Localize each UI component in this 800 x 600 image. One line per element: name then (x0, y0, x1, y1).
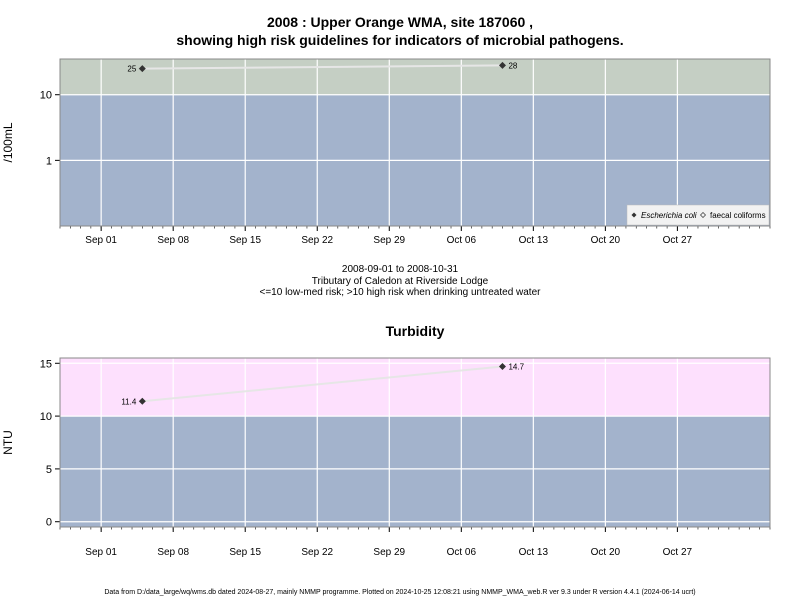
site-caption: Tributary of Caledon at Riverside Lodge (311, 276, 489, 287)
turbidity-series-line (142, 365, 503, 403)
turbidity-plot-frame (59, 357, 771, 528)
turbidity-y-axis-label: NTU (1, 430, 15, 455)
turbidity-x-tick-label: Oct 06 (447, 547, 477, 558)
microbial-y-axis-label: /100mL (1, 122, 15, 162)
microbial-x-tick-label: Oct 06 (447, 235, 477, 246)
microbial-x-tick-label: Sep 08 (157, 235, 189, 246)
date-range-caption: 2008-09-01 to 2008-10-31 (341, 264, 459, 275)
turbidity-y-tick-label: 5 (46, 464, 52, 476)
turbidity-y-tick-label: 10 (40, 411, 52, 423)
legend-faecal-marker (700, 212, 706, 218)
legend-box (626, 204, 770, 226)
microbial-plot-frame (59, 58, 771, 227)
turbidity-x-tick-label: Sep 08 (157, 547, 189, 558)
microbial-y-tick-label: 1 (46, 155, 52, 167)
turbidity-data-label: 14.7 (508, 362, 524, 371)
turbidity-panel-title: Turbidity (386, 323, 445, 339)
chart-title-line1: 2008 : Upper Orange WMA, site 187060 , (266, 14, 534, 30)
turbidity-y-tick-label: 0 (46, 517, 52, 529)
turbidity-x-tick-label: Sep 01 (85, 547, 117, 558)
microbial-y-tick-label: 10 (40, 90, 52, 102)
legend-ecoli-label: Escherichia coli (641, 211, 697, 220)
turbidity-x-tick-label: Oct 13 (519, 547, 549, 558)
turbidity-low-risk-band (60, 416, 770, 527)
microbial-data-point (138, 65, 146, 73)
microbial-data-point (498, 61, 506, 69)
chart-title-line2: showing high risk guidelines for indicat… (176, 32, 624, 48)
legend-faecal-label: faecal coliforms (710, 211, 766, 220)
turbidity-high-risk-band (60, 358, 770, 417)
microbial-high-risk-band (60, 59, 770, 95)
microbial-x-tick-label: Oct 13 (519, 235, 549, 246)
turbidity-data-label: 11.4 (121, 397, 137, 406)
microbial-x-tick-label: Sep 29 (373, 235, 405, 246)
data-source-footer: Data from D:/data_large/wq/wms.db dated … (104, 589, 696, 596)
microbial-data-label: 28 (508, 61, 517, 70)
turbidity-x-tick-label: Sep 15 (229, 547, 261, 558)
microbial-data-label: 25 (127, 65, 136, 74)
microbial-x-tick-label: Sep 22 (301, 235, 333, 246)
microbial-series-line (142, 64, 503, 70)
microbial-x-tick-label: Sep 01 (85, 235, 117, 246)
turbidity-x-tick-label: Oct 20 (591, 547, 621, 558)
legend-ecoli-marker (631, 212, 637, 218)
microbial-x-tick-label: Oct 27 (663, 235, 693, 246)
turbidity-data-point (498, 362, 506, 370)
risk-guideline-caption: <=10 low-med risk; >10 high risk when dr… (259, 287, 541, 298)
microbial-x-tick-label: Oct 20 (591, 235, 621, 246)
turbidity-x-tick-label: Sep 29 (373, 547, 405, 558)
turbidity-y-tick-label: 15 (40, 358, 52, 370)
turbidity-x-tick-label: Oct 27 (663, 547, 693, 558)
turbidity-x-tick-label: Sep 22 (301, 547, 333, 558)
microbial-x-tick-label: Sep 15 (229, 235, 261, 246)
turbidity-data-point (138, 397, 146, 405)
